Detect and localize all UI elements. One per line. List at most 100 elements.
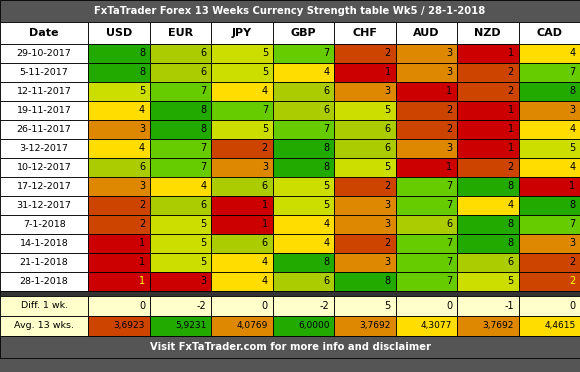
Bar — [396, 234, 457, 253]
Bar — [519, 101, 580, 120]
Bar — [211, 63, 273, 82]
Bar — [88, 82, 150, 101]
Text: 5: 5 — [262, 48, 268, 58]
Text: 6: 6 — [508, 257, 514, 267]
Bar — [211, 177, 273, 196]
Text: 0: 0 — [262, 301, 268, 311]
Text: 1: 1 — [139, 257, 145, 267]
Bar — [519, 215, 580, 234]
Bar — [334, 82, 396, 101]
Bar — [396, 215, 457, 234]
Bar — [211, 158, 273, 177]
Bar — [0, 316, 88, 336]
Bar — [273, 44, 334, 63]
Bar — [396, 158, 457, 177]
Text: 7: 7 — [200, 87, 206, 96]
Text: 5: 5 — [385, 106, 391, 115]
Bar — [457, 177, 519, 196]
Bar — [457, 101, 519, 120]
Bar — [211, 234, 273, 253]
Text: 12-11-2017: 12-11-2017 — [17, 87, 71, 96]
Bar — [273, 253, 334, 272]
Bar — [88, 120, 150, 139]
Bar — [88, 101, 150, 120]
Text: 6,0000: 6,0000 — [298, 321, 329, 330]
Text: 2: 2 — [446, 106, 452, 115]
Text: 2: 2 — [139, 201, 145, 211]
Bar — [519, 22, 580, 44]
Text: 3: 3 — [385, 257, 391, 267]
Text: 4: 4 — [139, 144, 145, 154]
Bar — [0, 253, 88, 272]
Text: 6: 6 — [385, 125, 391, 135]
Text: 8: 8 — [139, 48, 145, 58]
Text: 5: 5 — [200, 238, 206, 248]
Text: 1: 1 — [508, 144, 514, 154]
Text: 5,9231: 5,9231 — [175, 321, 206, 330]
Text: 4: 4 — [323, 67, 329, 77]
Text: 1: 1 — [385, 67, 391, 77]
Bar — [334, 215, 396, 234]
Text: 6: 6 — [323, 106, 329, 115]
Text: 6: 6 — [200, 67, 206, 77]
Text: 4: 4 — [262, 87, 268, 96]
Bar — [519, 253, 580, 272]
Text: 2: 2 — [508, 67, 514, 77]
Text: 1: 1 — [139, 238, 145, 248]
Bar — [0, 101, 88, 120]
Bar — [0, 196, 88, 215]
Text: 6: 6 — [139, 163, 145, 173]
Bar — [334, 44, 396, 63]
Text: 4: 4 — [262, 257, 268, 267]
Bar — [211, 139, 273, 158]
Bar — [519, 196, 580, 215]
Bar — [88, 22, 150, 44]
Text: 2: 2 — [139, 219, 145, 230]
Text: 3: 3 — [385, 219, 391, 230]
Bar — [150, 196, 211, 215]
Text: 7: 7 — [446, 238, 452, 248]
Text: 7: 7 — [323, 48, 329, 58]
Text: 26-11-2017: 26-11-2017 — [17, 125, 71, 134]
Bar — [88, 316, 150, 336]
Text: 1: 1 — [569, 182, 575, 192]
Bar — [334, 158, 396, 177]
Bar — [457, 215, 519, 234]
Bar — [396, 101, 457, 120]
Text: 1: 1 — [139, 276, 145, 286]
Bar — [519, 316, 580, 336]
Text: 3-12-2017: 3-12-2017 — [20, 144, 68, 153]
Text: 29-10-2017: 29-10-2017 — [17, 49, 71, 58]
Text: 4: 4 — [323, 238, 329, 248]
Text: 1: 1 — [508, 106, 514, 115]
Bar — [88, 272, 150, 291]
Text: 3,7692: 3,7692 — [360, 321, 391, 330]
Text: 5: 5 — [569, 144, 575, 154]
Bar — [273, 196, 334, 215]
Text: 28-1-2018: 28-1-2018 — [20, 277, 68, 286]
Bar — [457, 196, 519, 215]
Bar — [150, 44, 211, 63]
Bar — [211, 120, 273, 139]
Bar — [211, 253, 273, 272]
Text: 6: 6 — [446, 219, 452, 230]
Bar — [457, 139, 519, 158]
Text: 5-11-2017: 5-11-2017 — [20, 68, 68, 77]
Bar — [396, 120, 457, 139]
Bar — [396, 139, 457, 158]
Text: FxTaTrader Forex 13 Weeks Currency Strength table Wk5 / 28-1-2018: FxTaTrader Forex 13 Weeks Currency Stren… — [95, 6, 485, 16]
Bar — [88, 196, 150, 215]
Text: 5: 5 — [200, 219, 206, 230]
Bar — [150, 296, 211, 316]
Text: JPY: JPY — [232, 28, 252, 38]
Text: 8: 8 — [569, 87, 575, 96]
Text: 8: 8 — [200, 106, 206, 115]
Text: 14-1-2018: 14-1-2018 — [20, 239, 68, 248]
Text: 6: 6 — [200, 201, 206, 211]
Text: 2: 2 — [508, 87, 514, 96]
Bar — [0, 177, 88, 196]
Bar — [457, 316, 519, 336]
Text: 5: 5 — [385, 163, 391, 173]
Text: 0: 0 — [569, 301, 575, 311]
Text: 7: 7 — [446, 182, 452, 192]
